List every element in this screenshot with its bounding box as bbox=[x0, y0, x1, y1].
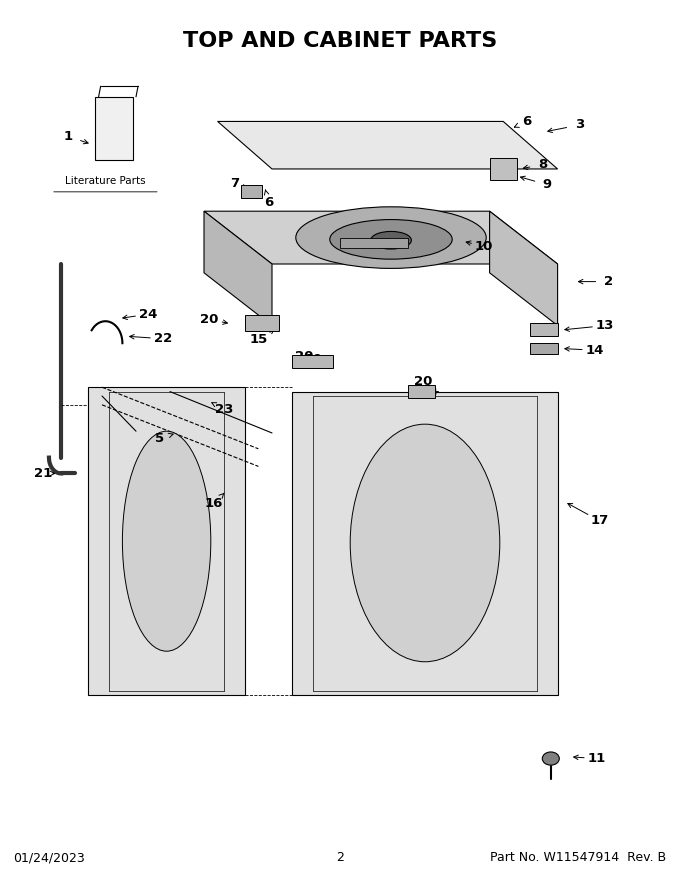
Text: 2: 2 bbox=[336, 851, 344, 864]
Text: 7: 7 bbox=[230, 177, 239, 189]
Ellipse shape bbox=[350, 424, 500, 662]
Text: 15: 15 bbox=[250, 334, 267, 346]
Text: 13: 13 bbox=[596, 319, 615, 332]
Text: 1: 1 bbox=[63, 130, 73, 143]
Polygon shape bbox=[88, 387, 245, 695]
Text: 01/24/2023: 01/24/2023 bbox=[14, 851, 86, 864]
Bar bbox=[408, 385, 435, 398]
Ellipse shape bbox=[122, 431, 211, 651]
Text: 16: 16 bbox=[205, 497, 224, 510]
Text: 14: 14 bbox=[585, 344, 605, 356]
Text: 20: 20 bbox=[294, 350, 313, 363]
Ellipse shape bbox=[296, 207, 486, 268]
Polygon shape bbox=[292, 392, 558, 695]
Polygon shape bbox=[340, 238, 408, 248]
Polygon shape bbox=[218, 121, 558, 169]
Text: 20: 20 bbox=[413, 375, 432, 387]
Text: 2: 2 bbox=[604, 275, 613, 288]
Polygon shape bbox=[204, 211, 558, 264]
Text: 24: 24 bbox=[139, 308, 158, 320]
Text: 17: 17 bbox=[591, 515, 609, 527]
Bar bbox=[490, 158, 517, 180]
Bar bbox=[95, 97, 133, 160]
Text: 23: 23 bbox=[215, 403, 234, 415]
Text: 6: 6 bbox=[264, 196, 273, 209]
Text: 12: 12 bbox=[373, 238, 391, 250]
Text: Literature Parts: Literature Parts bbox=[65, 176, 146, 186]
Text: 20: 20 bbox=[200, 313, 219, 326]
Text: 9: 9 bbox=[543, 179, 552, 191]
Polygon shape bbox=[204, 211, 272, 326]
Ellipse shape bbox=[543, 752, 560, 765]
Text: 21: 21 bbox=[34, 467, 52, 480]
Text: 10: 10 bbox=[475, 240, 494, 253]
Bar bbox=[530, 343, 558, 354]
Text: 5: 5 bbox=[155, 432, 165, 444]
Text: 22: 22 bbox=[154, 333, 172, 345]
Text: 19: 19 bbox=[305, 354, 323, 366]
Ellipse shape bbox=[371, 231, 411, 249]
Text: 8: 8 bbox=[538, 158, 547, 171]
Polygon shape bbox=[490, 211, 558, 326]
Bar bbox=[530, 323, 558, 336]
Polygon shape bbox=[241, 185, 262, 198]
Text: 4: 4 bbox=[342, 238, 352, 250]
Text: TOP AND CABINET PARTS: TOP AND CABINET PARTS bbox=[183, 31, 497, 51]
Bar bbox=[245, 315, 279, 331]
Text: 11: 11 bbox=[588, 752, 606, 765]
Ellipse shape bbox=[330, 220, 452, 259]
Text: Part No. W11547914  Rev. B: Part No. W11547914 Rev. B bbox=[490, 851, 666, 864]
Text: 18: 18 bbox=[419, 386, 438, 399]
Bar bbox=[292, 355, 333, 368]
Text: 6: 6 bbox=[522, 115, 532, 128]
Text: 3: 3 bbox=[575, 119, 584, 131]
